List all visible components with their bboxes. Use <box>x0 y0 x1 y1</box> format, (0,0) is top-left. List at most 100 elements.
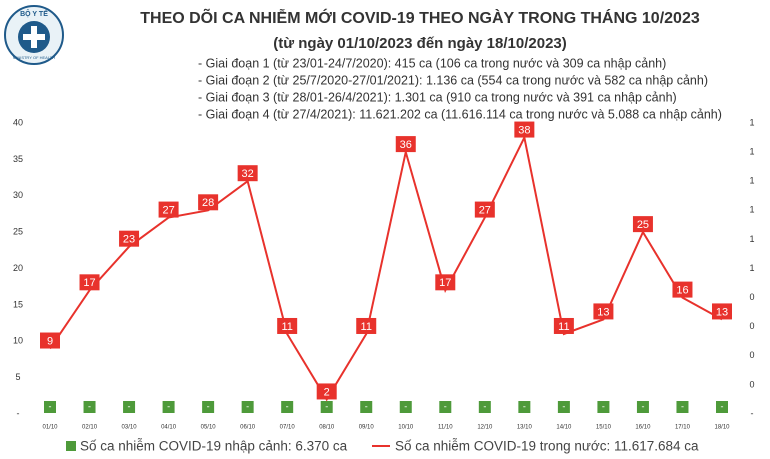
y-tick-label: 35 <box>13 154 23 164</box>
value-label: - <box>325 401 328 411</box>
value-label-box <box>597 401 610 413</box>
x-tick-label: 13/10 <box>517 425 533 431</box>
value-label-box <box>593 303 614 320</box>
value-label-box <box>119 230 140 247</box>
value-label-box <box>514 121 535 138</box>
value-label-box <box>360 401 373 413</box>
x-tick-label: 17/10 <box>675 425 691 431</box>
logo-text: MINISTRY OF HEALTH <box>13 55 55 60</box>
annotation: - Giai đoạn 3 (từ 28/01-26/4/2021): 1.30… <box>198 90 677 104</box>
y2-tick-label: 0 <box>749 292 754 302</box>
y-tick-label: 5 <box>15 372 20 382</box>
y-tick-label: - <box>17 408 20 418</box>
value-label-box <box>356 317 377 334</box>
y2-tick-label: 1 <box>749 176 754 186</box>
value-label: - <box>404 401 407 411</box>
value-label: - <box>167 401 170 411</box>
value-label-box <box>83 401 96 413</box>
y2-tick-label: 1 <box>749 205 754 215</box>
value-label: - <box>483 401 486 411</box>
value-label: - <box>641 401 644 411</box>
value-label: - <box>562 401 565 411</box>
value-label-box <box>123 401 136 413</box>
value-label: 17 <box>439 277 451 289</box>
value-label: 2 <box>324 386 330 398</box>
value-label-box <box>241 401 254 413</box>
value-label: - <box>246 401 249 411</box>
value-label: - <box>207 401 210 411</box>
y2-tick-label: - <box>751 408 754 418</box>
value-label: 38 <box>518 124 530 136</box>
value-label: 11 <box>558 321 569 333</box>
annotation: - Giai đoạn 1 (từ 23/01-24/7/2020): 415 … <box>198 56 666 70</box>
x-tick-label: 01/10 <box>42 425 58 431</box>
value-label: 11 <box>281 321 292 333</box>
annotation: - Giai đoạn 2 (từ 25/7/2020-27/01/2021):… <box>198 73 708 87</box>
value-label: - <box>88 401 91 411</box>
value-label: - <box>681 401 684 411</box>
value-label-box <box>277 317 298 334</box>
y-tick-label: 40 <box>13 117 23 127</box>
y-tick-label: 20 <box>13 263 23 273</box>
value-label: 27 <box>479 204 491 216</box>
y2-tick-label: 1 <box>749 146 754 156</box>
value-label: - <box>286 401 289 411</box>
x-tick-label: 05/10 <box>201 425 217 431</box>
x-tick-label: 10/10 <box>398 425 414 431</box>
y2-tick-label: 0 <box>749 350 754 360</box>
value-label-box <box>399 401 412 413</box>
value-label-box <box>202 401 215 413</box>
y-tick-label: 30 <box>13 190 23 200</box>
x-tick-label: 06/10 <box>240 425 256 431</box>
y2-tick-label: 1 <box>749 234 754 244</box>
x-tick-label: 16/10 <box>635 425 651 431</box>
line <box>49 134 723 402</box>
x-tick-label: 02/10 <box>82 425 98 431</box>
y2-tick-label: 1 <box>749 117 754 127</box>
value-label-box <box>557 401 570 413</box>
y-tick-label: 25 <box>13 227 23 237</box>
logo: BỘ Y TẾ MINISTRY OF HEALTH <box>4 5 64 65</box>
value-label-box <box>474 201 495 218</box>
value-label-box <box>395 136 416 153</box>
x-tick-label: 07/10 <box>280 425 296 431</box>
value-label: 13 <box>597 306 609 318</box>
value-label-box <box>518 401 531 413</box>
value-label-box <box>672 281 693 298</box>
value-label-box <box>712 303 732 320</box>
value-label: 13 <box>716 306 728 318</box>
value-label: 32 <box>242 168 254 180</box>
y2-tick-label: 1 <box>749 263 754 273</box>
annotation: - Giai đoạn 4 (từ 27/4/2021): 11.621.202… <box>198 107 722 121</box>
legend-label: Số ca nhiễm COVID-19 nhập cảnh: 6.370 ca <box>80 439 348 454</box>
value-label-box <box>40 332 60 349</box>
value-label-box <box>478 401 491 413</box>
value-label: 23 <box>123 234 135 246</box>
y-tick-label: 15 <box>13 299 23 309</box>
y2-tick-label: 0 <box>749 379 754 389</box>
value-label: 17 <box>83 277 95 289</box>
value-label: 9 <box>47 335 53 347</box>
value-label: - <box>49 401 52 411</box>
x-tick-label: 04/10 <box>161 425 177 431</box>
x-tick-label: 18/10 <box>714 425 730 431</box>
value-label: - <box>523 401 526 411</box>
value-label-box <box>158 201 179 218</box>
value-label: - <box>128 401 131 411</box>
value-label-box <box>79 274 100 291</box>
value-label: 27 <box>162 204 174 216</box>
value-label-box <box>320 401 333 413</box>
value-label-box <box>435 274 456 291</box>
value-label-box <box>636 401 649 413</box>
value-label: 25 <box>637 219 649 231</box>
value-label: - <box>444 401 447 411</box>
chart-title: THEO DÕI CA NHIỄM MỚI COVID-19 THEO NGÀY… <box>140 7 700 27</box>
y2-tick-label: 0 <box>749 321 754 331</box>
value-label-box <box>716 401 728 413</box>
value-label-box <box>44 401 56 413</box>
x-tick-label: 14/10 <box>556 425 572 431</box>
y-tick-label: 10 <box>13 336 23 346</box>
value-label-box <box>316 383 337 400</box>
